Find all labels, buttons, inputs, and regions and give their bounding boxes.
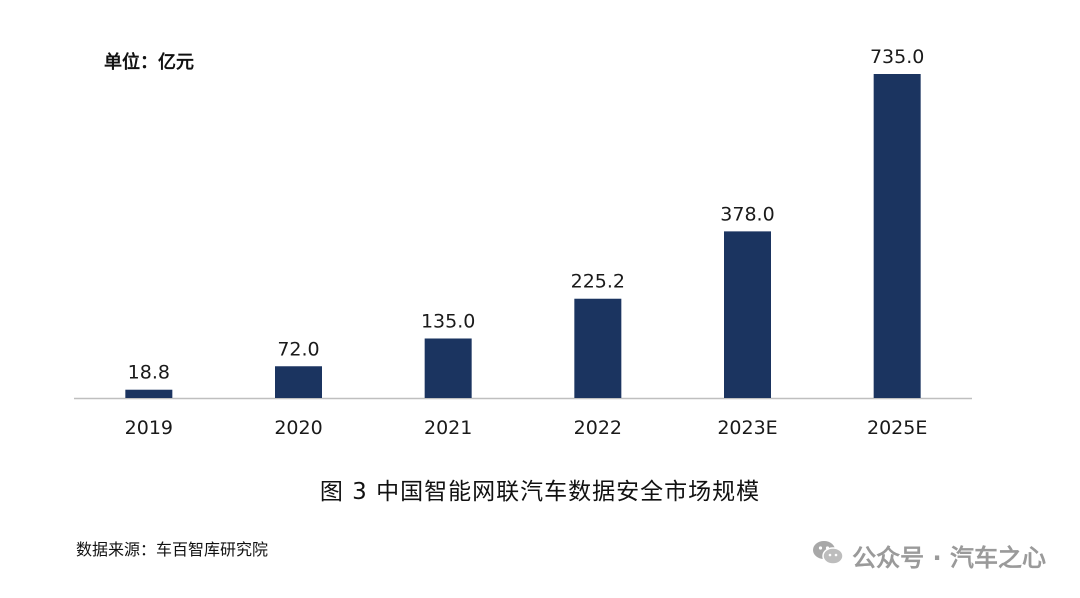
watermark: 公众号 · 汽车之心 [812,538,1046,573]
x-tick-label-2025E: 2025E [867,417,927,439]
bars-group [125,74,921,398]
value-label-2023E: 378.0 [720,203,774,225]
value-label-2021: 135.0 [421,310,475,332]
value-labels-group: 18.8 72.0 135.0 225.2 378.0 735.0 [128,46,925,384]
unit-label: 单位：亿元 [104,52,194,73]
wechat-icon [812,539,844,573]
value-label-2025E: 735.0 [870,46,924,68]
watermark-text: 公众号 · 汽车之心 [852,544,1046,572]
x-tick-label-2022: 2022 [574,417,622,439]
bar-2022 [574,298,622,398]
figure-caption: 图 3 中国智能网联汽车数据安全市场规模 [319,479,761,505]
bar-2021 [424,338,472,398]
x-tick-labels-group: 2019 2020 2021 2022 2023E 2025E [125,417,928,439]
value-label-2020: 72.0 [277,338,319,360]
bar-2023E [724,231,771,398]
bar-2020 [275,366,322,398]
value-label-2019: 18.8 [128,362,170,384]
bar-2025E [873,74,921,398]
bar-2019 [125,389,173,398]
x-tick-label-2021: 2021 [424,417,472,439]
data-source-note: 数据来源：车百智库研究院 [76,540,269,559]
x-tick-label-2019: 2019 [125,417,173,439]
value-label-2022: 225.2 [571,271,625,293]
x-tick-label-2020: 2020 [274,417,322,439]
x-tick-label-2023E: 2023E [717,417,777,439]
